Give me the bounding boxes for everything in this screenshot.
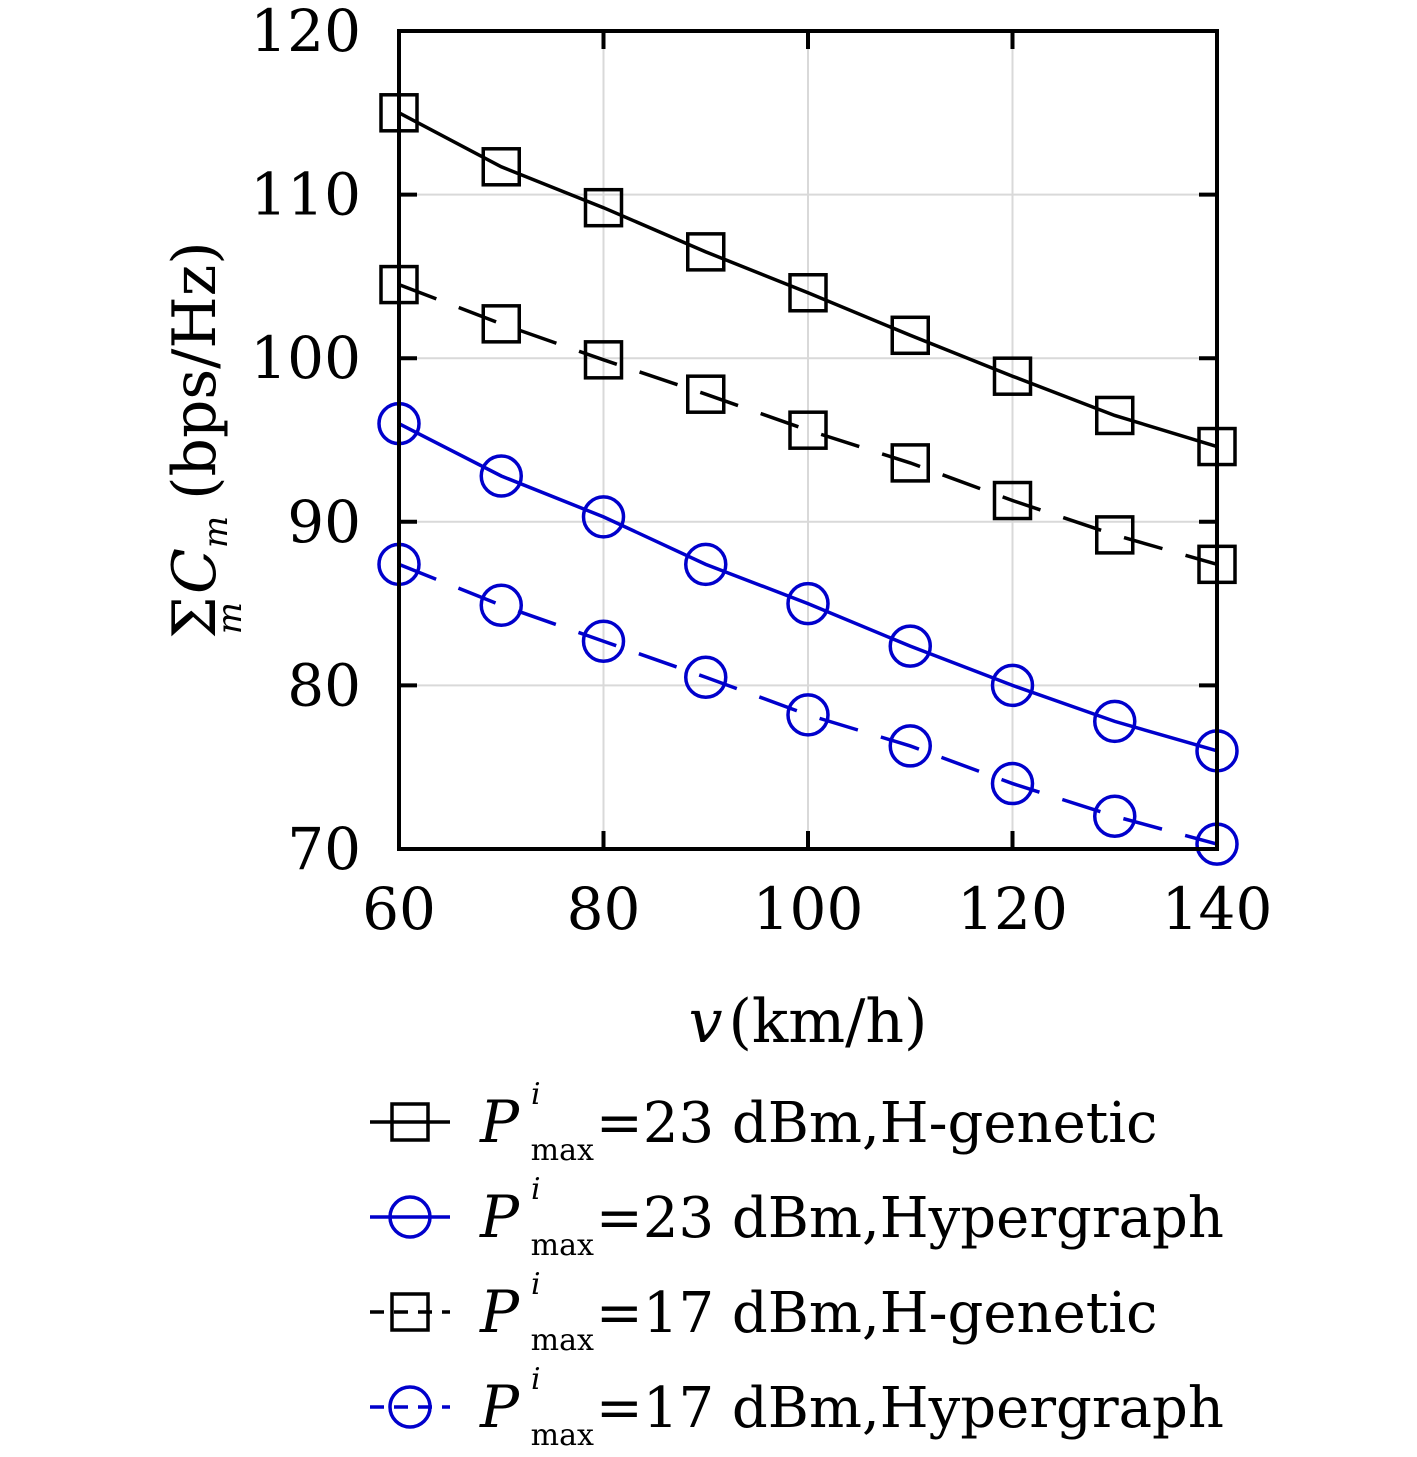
data-point [1093, 794, 1137, 839]
x-tick-label: 120 [957, 875, 1068, 943]
tick-labels: 60 80 100 120 140 70 80 90 100 110 120 [250, 0, 1272, 943]
x-tick-label: 100 [753, 875, 864, 943]
series-line [398, 422, 1218, 753]
y-axis-var-subscript: m [196, 516, 236, 548]
legend-var: P [479, 1088, 520, 1156]
series-layer [377, 93, 1239, 866]
x-axis-title: v (km/h) [689, 987, 928, 1057]
data-point [479, 454, 523, 498]
y-tick-label: 70 [287, 815, 361, 883]
y-axis-sum: Σ [160, 596, 230, 638]
legend-var: P [479, 1183, 520, 1251]
y-tick-label: 100 [250, 324, 361, 392]
data-point [481, 304, 521, 344]
x-tick-label: 80 [567, 875, 641, 943]
data-point [788, 410, 828, 450]
data-point [1095, 515, 1135, 555]
y-tick-label: 110 [250, 161, 361, 229]
legend-var: P [479, 1278, 520, 1346]
data-point [1095, 395, 1135, 436]
data-point [786, 693, 830, 737]
data-point [890, 443, 930, 483]
y-axis-var: C [160, 548, 230, 594]
legend-marker [388, 1195, 432, 1239]
series-0 [379, 93, 1237, 467]
data-point [686, 232, 726, 272]
data-point [479, 583, 523, 627]
y-tick-label: 120 [250, 0, 361, 65]
legend-var: P [479, 1373, 520, 1441]
legend-series-name: =23 dBm,H-genetic [596, 1091, 1158, 1156]
data-point [890, 315, 930, 356]
x-axis-unit: (km/h) [728, 987, 927, 1057]
x-axis-var: v [689, 987, 723, 1057]
y-axis-unit: (bps/Hz) [160, 241, 230, 500]
data-point [786, 581, 830, 626]
y-axis-title: ΣmCm (bps/Hz) [160, 241, 250, 638]
legend-marker [388, 1385, 432, 1429]
legend-var-subscript: max [531, 1323, 594, 1358]
legend-var-subscript: max [531, 1418, 594, 1453]
legend-series-name: =17 dBm,H-genetic [596, 1281, 1158, 1346]
data-point [583, 340, 624, 380]
series-line [398, 111, 1218, 449]
data-point [990, 761, 1035, 806]
data-point [583, 187, 624, 228]
ticks [397, 29, 1219, 851]
data-point [990, 663, 1035, 708]
legend-series-name: =17 dBm,Hypergraph [596, 1376, 1224, 1441]
y-tick-label: 90 [287, 488, 361, 556]
data-point [481, 147, 521, 187]
legend-marker [390, 1292, 430, 1332]
legend-var-superscript: i [531, 1077, 541, 1112]
data-point [684, 655, 728, 699]
legend-series-name: =23 dBm,Hypergraph [596, 1186, 1224, 1251]
legend-var-subscript: max [531, 1228, 594, 1263]
data-point [788, 273, 828, 313]
data-point [1093, 699, 1137, 744]
legend-var-superscript: i [531, 1172, 541, 1207]
data-point [686, 374, 726, 414]
x-tick-label: 140 [1162, 875, 1273, 943]
series-line [398, 282, 1218, 567]
series-line [398, 562, 1218, 846]
y-axis-sum-index: m [210, 602, 250, 634]
svg-text:ΣmCm(bps/Hz): ΣmCm (bps/Hz) [160, 241, 250, 638]
legend-var-superscript: i [531, 1267, 541, 1302]
legend-marker [390, 1102, 430, 1142]
data-point [888, 624, 932, 668]
grid [399, 31, 1217, 849]
y-tick-label: 80 [287, 651, 361, 719]
data-point [581, 619, 626, 663]
data-point [992, 356, 1033, 396]
legend-var-superscript: i [531, 1362, 541, 1397]
legend-var-subscript: max [531, 1133, 594, 1168]
data-point [581, 495, 626, 539]
data-point [992, 480, 1033, 521]
data-point [888, 724, 932, 768]
data-point [684, 542, 728, 587]
x-tick-label: 60 [362, 875, 436, 943]
